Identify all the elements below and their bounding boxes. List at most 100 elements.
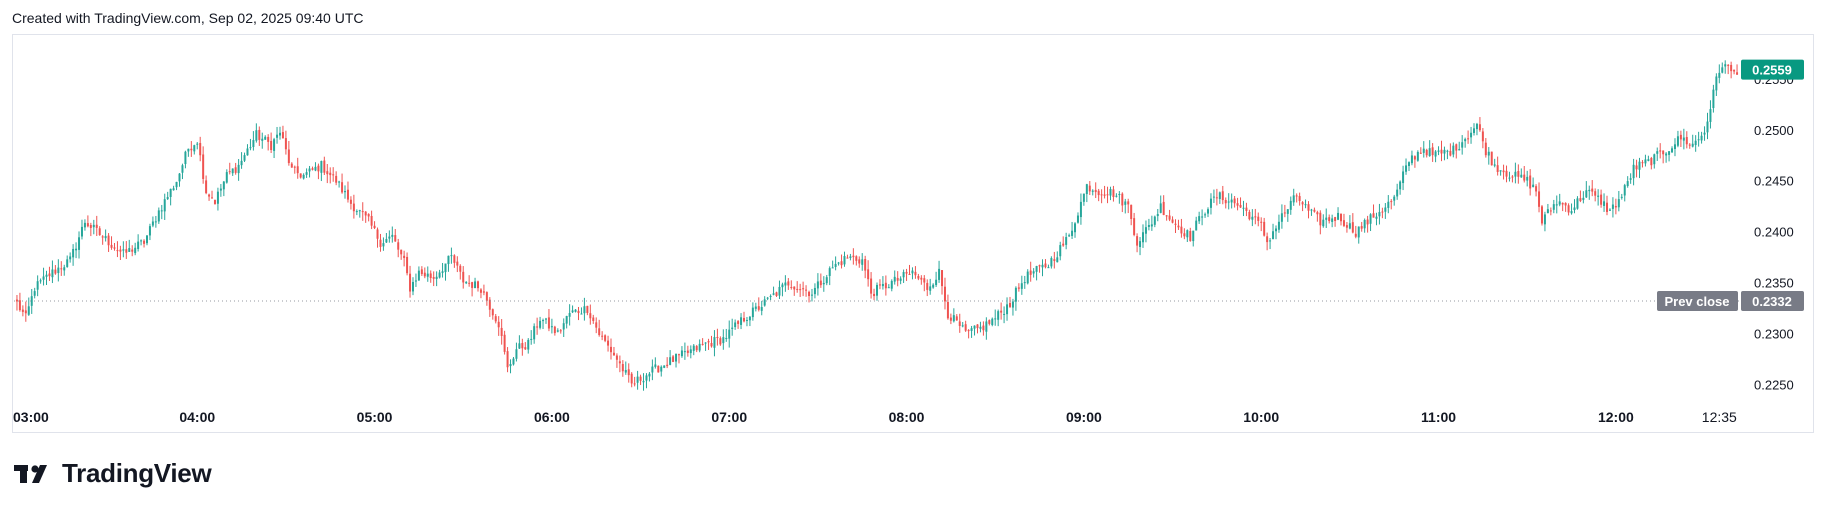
- y-tick-label: 0.2350: [1754, 276, 1794, 291]
- candle-down: [494, 316, 497, 322]
- candle-up: [725, 337, 728, 339]
- candle-down: [488, 299, 491, 310]
- candle-down: [482, 291, 485, 293]
- candle-up: [1644, 159, 1647, 164]
- candle-down: [799, 289, 802, 291]
- candle-down: [1662, 150, 1665, 155]
- candle-down: [456, 261, 459, 266]
- prev-close-label: Prev close: [1664, 294, 1729, 309]
- candle-down: [1301, 202, 1304, 205]
- candle-down: [1449, 150, 1452, 156]
- candle-down: [406, 256, 409, 274]
- candle-down: [500, 327, 503, 336]
- candle-down: [299, 173, 302, 178]
- candle-down: [468, 282, 471, 284]
- candle-up: [1493, 164, 1496, 166]
- candle-down: [1614, 206, 1617, 208]
- candle-up: [1405, 165, 1408, 172]
- candle-up: [33, 291, 36, 296]
- tradingview-logo[interactable]: TradingView: [14, 458, 212, 489]
- candle-up: [654, 364, 657, 367]
- candle-down: [1174, 223, 1177, 225]
- candle-up: [63, 267, 66, 271]
- candle-down: [48, 273, 51, 277]
- candle-up: [1139, 241, 1142, 248]
- candle-down: [370, 215, 373, 226]
- candle-up: [1588, 189, 1591, 192]
- candle-up: [822, 282, 825, 285]
- candle-up: [196, 143, 199, 145]
- candle-down: [536, 326, 539, 328]
- candle-down: [1044, 263, 1047, 268]
- candle-up: [1144, 227, 1147, 234]
- candle-up: [184, 151, 187, 165]
- candle-up: [1694, 140, 1697, 146]
- candle-down: [1579, 198, 1582, 202]
- candle-down: [1180, 226, 1183, 234]
- candlestick-chart[interactable]: 0.2250 0.2300 0.2350 0.2400 0.2450 0.2500 0.25…: [0, 0, 1826, 440]
- candle-up: [1207, 209, 1210, 214]
- y-tick-label: 0.2300: [1754, 327, 1794, 342]
- y-tick-label: 0.2400: [1754, 225, 1794, 240]
- candle-up: [1269, 240, 1272, 242]
- candle-down: [1523, 174, 1526, 181]
- candle-down: [917, 275, 920, 279]
- candle-down: [1538, 191, 1541, 207]
- candle-down: [618, 361, 621, 364]
- candle-up: [1251, 216, 1254, 220]
- candle-up: [175, 181, 178, 188]
- candle-down: [796, 288, 799, 290]
- candle-up: [1304, 204, 1307, 206]
- candle-up: [344, 191, 347, 193]
- candle-up: [1387, 201, 1390, 208]
- candle-down: [1688, 144, 1691, 146]
- candle-up: [1274, 228, 1277, 232]
- candle-down: [598, 328, 601, 336]
- x-tick-label: 11:00: [1421, 409, 1456, 425]
- candle-down: [1239, 204, 1242, 208]
- candle-up: [1407, 162, 1410, 167]
- candle-up: [518, 343, 521, 349]
- candle-up: [1464, 139, 1467, 142]
- candle-up: [769, 295, 772, 297]
- candle-down: [15, 299, 18, 302]
- candle-down: [1112, 189, 1115, 197]
- candle-down: [1088, 185, 1091, 192]
- candle-down: [86, 223, 89, 227]
- prev-close-value: 0.2332: [1752, 294, 1792, 309]
- candle-up: [530, 338, 533, 340]
- candle-down: [521, 343, 524, 349]
- candle-down: [1484, 142, 1487, 156]
- candle-down: [615, 355, 618, 360]
- candle-up: [128, 248, 131, 252]
- candle-up: [1041, 264, 1044, 268]
- candle-down: [1606, 202, 1609, 212]
- candle-up: [1552, 204, 1555, 210]
- candle-down: [18, 300, 21, 311]
- candle-down: [757, 306, 760, 310]
- candle-up: [137, 241, 140, 249]
- prev-close-value-badge: [1741, 291, 1804, 312]
- candle-up: [1003, 313, 1006, 315]
- candle-down: [429, 273, 432, 279]
- candle-down: [559, 330, 562, 332]
- candle-up: [843, 256, 846, 265]
- candle-up: [320, 161, 323, 173]
- candle-down: [281, 132, 284, 139]
- candle-down: [326, 171, 329, 175]
- candle-up: [1617, 199, 1620, 208]
- candle-up: [1209, 198, 1212, 208]
- candle-down: [607, 340, 610, 346]
- candle-down: [870, 278, 873, 294]
- candle-up: [1369, 214, 1372, 224]
- candle-down: [707, 341, 710, 343]
- candle-up: [1721, 67, 1724, 73]
- candle-down: [1236, 203, 1239, 206]
- candle-up: [660, 366, 663, 372]
- candle-down: [420, 269, 423, 275]
- candle-down: [1413, 156, 1416, 160]
- candle-up: [689, 349, 692, 354]
- candle-down: [1171, 219, 1174, 223]
- candle-up: [876, 284, 878, 296]
- candle-up: [1653, 154, 1656, 165]
